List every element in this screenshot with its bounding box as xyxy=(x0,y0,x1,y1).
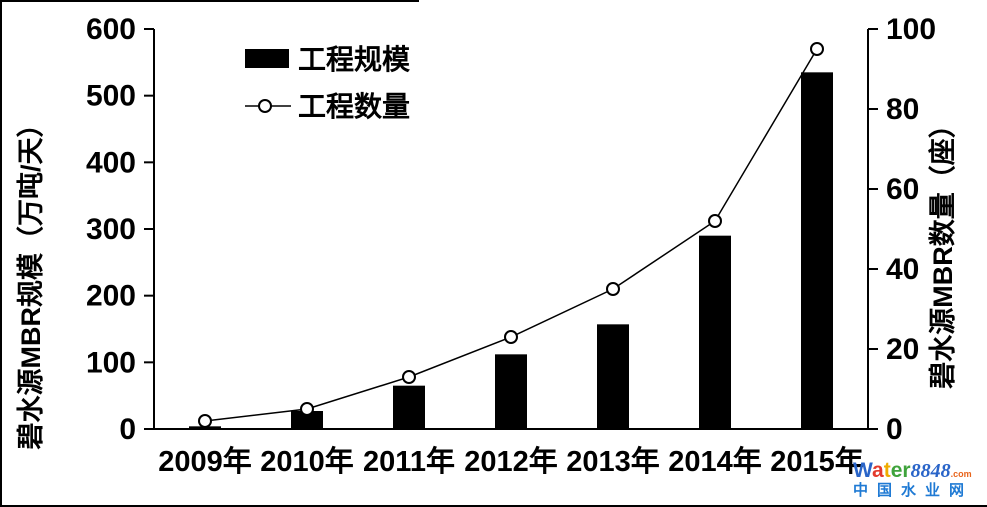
right-axis-tick-label: 20 xyxy=(886,333,919,366)
x-axis-category-label: 2013年 xyxy=(566,444,660,478)
legend-label-bar: 工程规模 xyxy=(298,44,411,75)
right-axis-tick-label: 80 xyxy=(886,93,919,126)
x-axis-category-label: 2011年 xyxy=(363,444,455,478)
line-marker-2015年 xyxy=(810,42,824,56)
frame-border-top xyxy=(2,0,419,2)
x-axis-category-label: 2010年 xyxy=(260,444,354,478)
line-marker-2014年 xyxy=(708,214,722,228)
right-axis-tick-label: 60 xyxy=(886,173,919,206)
left-axis-tick-label: 400 xyxy=(86,146,136,179)
left-axis-tick-label: 300 xyxy=(86,213,136,246)
watermark-water8848: Water8848.com 中国水业网 xyxy=(853,460,985,499)
bar-2014年 xyxy=(699,235,731,429)
watermark-letter: t xyxy=(883,459,891,483)
line-marker-2013年 xyxy=(606,282,620,296)
right-axis-tick-label: 40 xyxy=(886,253,919,286)
x-axis-category-label: 2009年 xyxy=(158,444,252,478)
bar-2012年 xyxy=(495,354,527,429)
watermark-logo: Water8848.com xyxy=(853,460,985,482)
watermark-letter: a xyxy=(872,459,884,483)
left-axis-tick-label: 500 xyxy=(86,80,136,113)
legend-bar-swatch xyxy=(245,49,289,68)
line-marker-2012年 xyxy=(504,330,518,344)
bar-2011年 xyxy=(393,385,425,429)
watermark-letter: r xyxy=(902,459,911,483)
right-axis-title: 碧水源MBR数量（座） xyxy=(927,111,958,390)
right-axis-tick-label: 0 xyxy=(886,413,903,446)
watermark-letter: W xyxy=(853,459,873,483)
watermark-domain-suffix: .com xyxy=(950,469,972,480)
legend-line-marker xyxy=(258,99,272,113)
watermark-brand-number: 8848 xyxy=(910,460,951,483)
legend-label-line: 工程数量 xyxy=(298,91,410,122)
bar-2013年 xyxy=(597,324,629,429)
left-axis-tick-label: 600 xyxy=(86,13,136,46)
line-marker-2009年 xyxy=(198,414,212,428)
left-axis-title: 碧水源MBR规模（万吨/天） xyxy=(16,111,46,451)
watermark-subtitle: 中国水业网 xyxy=(853,482,974,500)
watermark-letter: e xyxy=(890,459,903,483)
x-axis-category-label: 2012年 xyxy=(464,444,558,478)
left-axis-tick-label: 200 xyxy=(86,280,136,313)
left-axis-tick-label: 0 xyxy=(119,413,136,446)
left-axis-tick-label: 100 xyxy=(86,346,136,379)
right-axis-tick-label: 100 xyxy=(886,13,936,46)
line-marker-2011年 xyxy=(402,370,416,384)
x-axis-category-label: 2014年 xyxy=(668,444,762,478)
bar-2010年 xyxy=(291,411,323,429)
watermark-brand-letters: Water xyxy=(853,459,911,482)
bar-2015年 xyxy=(801,72,833,429)
x-axis-category-label: 2015年 xyxy=(770,444,864,478)
line-marker-2010年 xyxy=(300,402,314,416)
